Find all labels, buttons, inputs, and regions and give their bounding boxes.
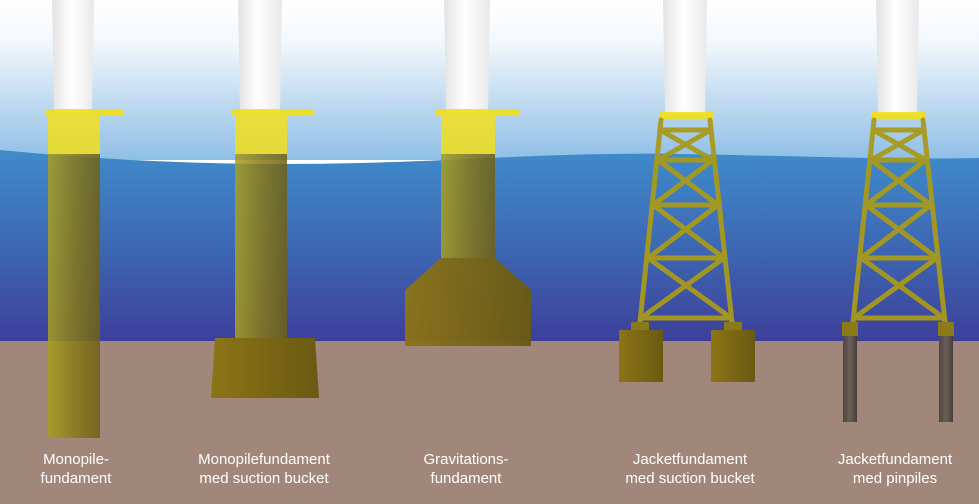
seabed: [0, 341, 979, 504]
jacket-lattice: [850, 117, 948, 325]
jacket-suction-bucket-foundation: [619, 0, 755, 382]
caption-monopile-suction-bucket: Monopilefundament med suction bucket: [169, 450, 359, 488]
caption-line: Gravitations-: [423, 451, 509, 468]
transition-flange: [436, 109, 520, 116]
transition-flange: [231, 109, 313, 116]
monopile-suction-bucket-foundation: [211, 0, 319, 398]
turbine-tower: [52, 0, 94, 112]
transition-flange: [45, 109, 123, 116]
transition-deck: [872, 112, 926, 120]
pin-pile: [939, 336, 953, 422]
caption-line: med pinpiles: [852, 470, 938, 487]
transition-piece: [235, 116, 287, 154]
caption-line: Monopilefundament: [198, 451, 330, 468]
suction-bucket: [711, 330, 755, 382]
turbine-tower: [876, 0, 919, 114]
monopile: [48, 154, 100, 438]
leg-connector: [631, 322, 649, 332]
caption-monopile: Monopile- fundament: [0, 450, 171, 488]
caption-jacket-suction-bucket: Jacketfundament med suction bucket: [595, 450, 785, 488]
transition-piece: [441, 116, 495, 154]
transition-deck: [659, 112, 713, 120]
turbine-tower: [444, 0, 490, 112]
suction-bucket: [619, 330, 663, 382]
gravity-foundation: [405, 0, 531, 346]
caption-line: Jacketfundament: [632, 451, 748, 468]
leg-connector: [724, 322, 742, 332]
pin-pile-sleeve: [938, 322, 954, 336]
caption-line: med suction bucket: [199, 470, 329, 487]
jacket-pinpiles-foundation: [842, 0, 954, 422]
caption-line: fundament: [430, 470, 502, 487]
pin-pile-sleeve: [842, 322, 858, 336]
caption-line: med suction bucket: [625, 470, 755, 487]
monopile-foundation: [45, 0, 123, 438]
transition-piece: [48, 116, 100, 154]
caption-gravity: Gravitations- fundament: [371, 450, 561, 488]
gravity-base: [405, 258, 531, 346]
jacket-lattice: [637, 117, 735, 325]
turbine-tower: [663, 0, 707, 114]
gravity-column: [441, 154, 495, 258]
monopile: [235, 154, 287, 340]
suction-bucket: [211, 338, 319, 398]
caption-line: Jacketfundament: [837, 451, 953, 468]
caption-line: fundament: [40, 470, 112, 487]
turbine-tower: [238, 0, 282, 112]
caption-jacket-pinpiles: Jacketfundament med pinpiles: [800, 450, 979, 488]
caption-line: Monopile-: [43, 451, 109, 468]
pin-pile: [843, 336, 857, 422]
